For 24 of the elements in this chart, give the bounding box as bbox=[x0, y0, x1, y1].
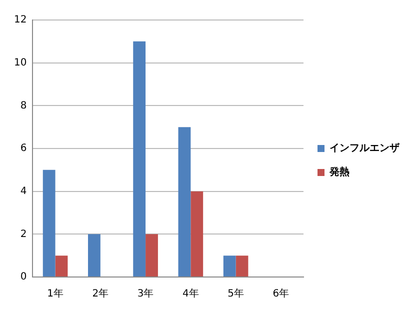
legend-label: 発熱 bbox=[328, 166, 350, 178]
bar bbox=[178, 127, 191, 276]
bar bbox=[133, 41, 146, 276]
x-tick-label: 2年 bbox=[92, 288, 109, 300]
bar bbox=[190, 191, 204, 276]
legend-label: インフルエンザ bbox=[330, 142, 400, 154]
y-tick-label: 12 bbox=[14, 14, 27, 26]
bar bbox=[42, 170, 56, 276]
y-tick-label: 4 bbox=[20, 186, 27, 197]
x-tick-label: 4年 bbox=[182, 288, 199, 300]
y-tick-label: 0 bbox=[20, 272, 27, 283]
bar bbox=[55, 256, 68, 276]
x-tick-label: 5年 bbox=[228, 288, 244, 300]
y-tick-label: 2 bbox=[20, 228, 27, 240]
bar bbox=[223, 256, 236, 276]
x-tick-label: 1年 bbox=[47, 288, 64, 300]
bar bbox=[236, 256, 248, 276]
y-tick-label: 10 bbox=[14, 57, 27, 68]
x-tick-label: 3年 bbox=[137, 288, 154, 300]
bar bbox=[146, 234, 158, 276]
bar bbox=[88, 234, 100, 276]
y-tick-label: 6 bbox=[20, 143, 27, 154]
y-tick-label: 8 bbox=[20, 100, 27, 112]
x-tick-label: 6年 bbox=[272, 288, 290, 300]
